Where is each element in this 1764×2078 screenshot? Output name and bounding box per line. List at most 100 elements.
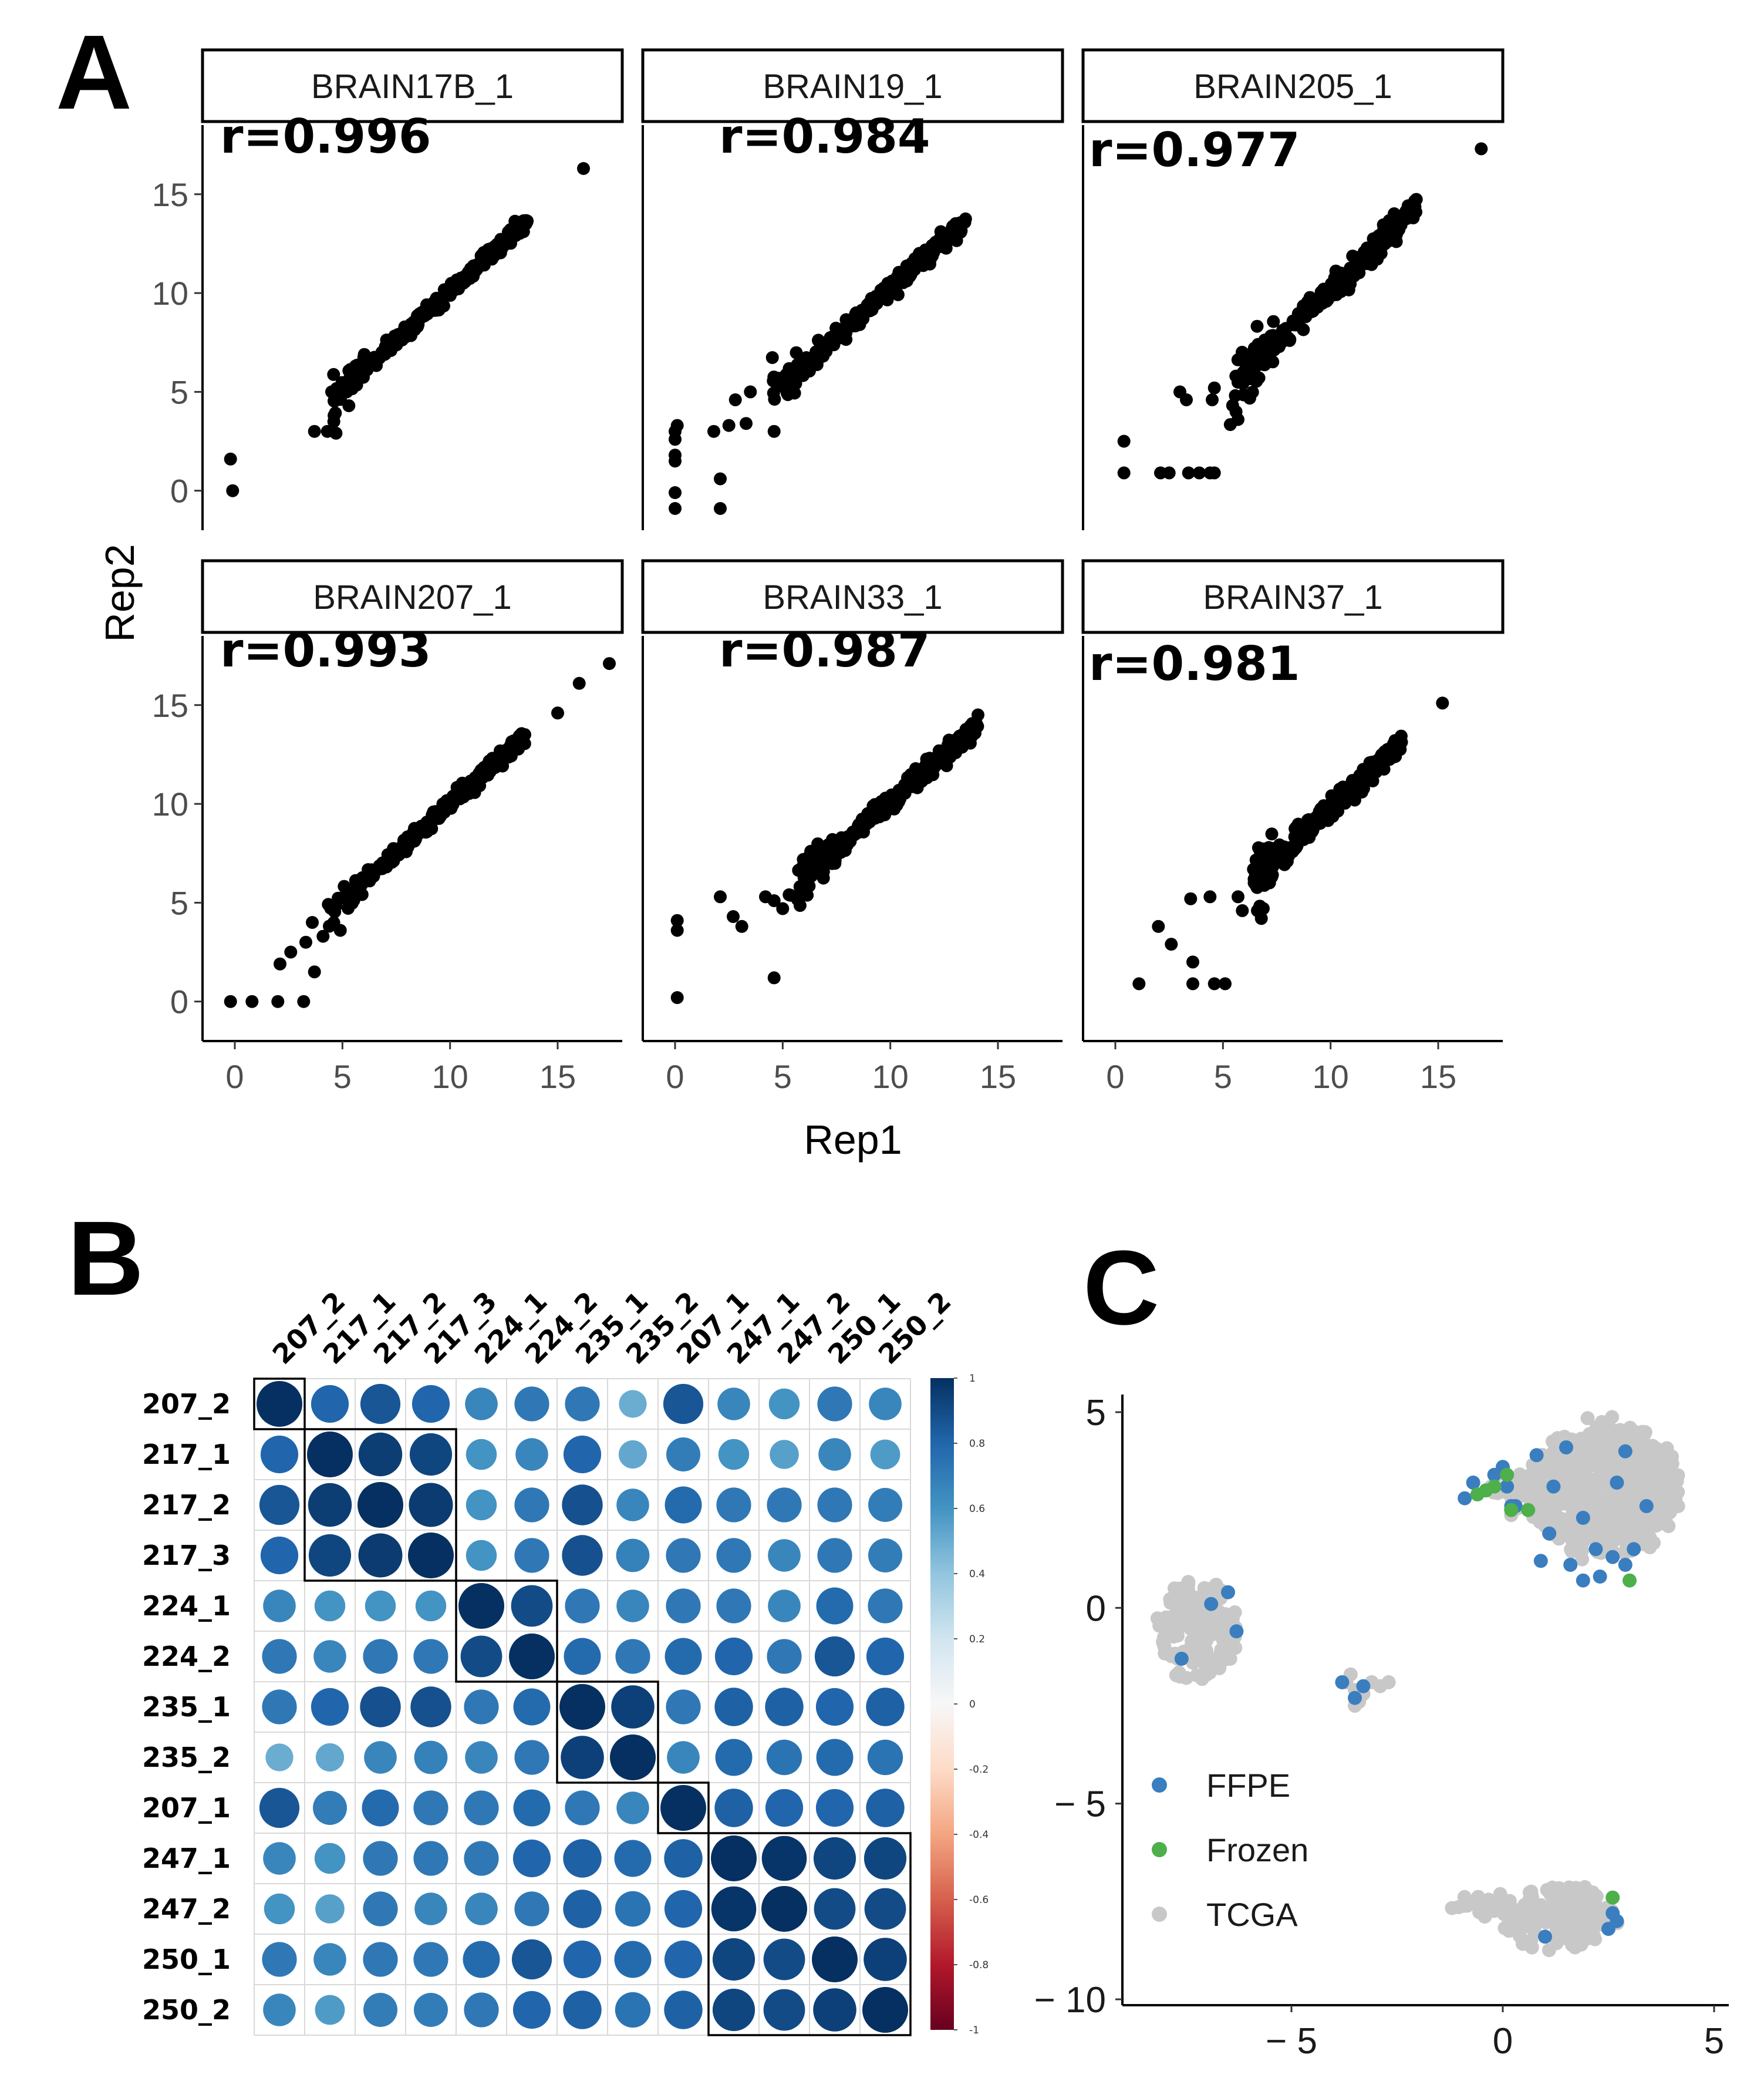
- outlier-point: [274, 957, 286, 971]
- correlation-circle: [466, 1439, 497, 1470]
- legend-label: FFPE: [1206, 1767, 1290, 1804]
- tcga-point: [1654, 1453, 1668, 1468]
- data-point: [861, 298, 874, 312]
- correlation-circle: [307, 1432, 353, 1477]
- correlation-circle: [513, 1688, 551, 1726]
- correlation-circle: [413, 1841, 448, 1876]
- correlation-circle: [561, 1736, 604, 1779]
- tcga-point: [1621, 1488, 1635, 1503]
- x-axis-title: Rep1: [804, 1117, 902, 1163]
- facet-1: BRAIN17B_1 0 5 10 15 r=0.996: [152, 48, 624, 530]
- data-point: [1267, 315, 1280, 328]
- correlation-circle: [515, 1438, 548, 1471]
- panel-c-umap: 5 0 − 5 − 10 − 5 0 5 FFPE Frozen TCGA: [1034, 1393, 1729, 2062]
- correlation-circle: [465, 1741, 498, 1774]
- ffpe-point: [1610, 1476, 1624, 1490]
- row-label: 224_2: [142, 1641, 231, 1672]
- correlation-circle: [812, 1936, 858, 1982]
- outlier-point: [271, 995, 285, 1008]
- correlation-circle: [616, 1589, 649, 1622]
- cluster-block: [303, 1428, 457, 1582]
- data-point: [339, 889, 353, 902]
- correlation-circle: [563, 1839, 602, 1878]
- y-tick-label: 5: [1086, 1393, 1106, 1433]
- tcga-point: [1199, 1633, 1214, 1648]
- correlation-circle: [817, 1487, 852, 1523]
- data-point: [1375, 233, 1388, 246]
- correlation-circle: [765, 1688, 804, 1726]
- tcga-point: [1188, 1641, 1203, 1656]
- correlation-circle: [610, 1735, 656, 1780]
- tcga-point: [1600, 1427, 1614, 1442]
- tcga-point: [1512, 1928, 1527, 1943]
- tcga-point: [1517, 1918, 1532, 1932]
- x-tick-label: 15: [980, 1058, 1016, 1095]
- correlation-circle: [615, 1639, 650, 1674]
- outlier-point: [767, 425, 781, 438]
- y-tick-label: − 10: [1034, 1980, 1106, 2020]
- correlation-circle: [765, 1789, 804, 1827]
- correlation-circle: [660, 1785, 706, 1831]
- data-point: [327, 368, 340, 381]
- correlation-circle: [264, 1893, 295, 1925]
- ffpe-point: [1546, 1479, 1561, 1494]
- data-point: [1301, 295, 1314, 309]
- correlation-circle: [313, 1640, 346, 1673]
- correlation-circle: [813, 1988, 856, 2032]
- tcga-point: [1539, 1508, 1553, 1523]
- data-point: [1265, 827, 1279, 841]
- data-point: [349, 874, 362, 887]
- data-point: [801, 352, 814, 365]
- tcga-point: [1516, 1487, 1530, 1502]
- colorbar: [930, 1378, 954, 2030]
- ffpe-point: [1533, 1554, 1548, 1568]
- correlation-circle: [611, 1685, 655, 1729]
- correlation-circle: [665, 1486, 702, 1524]
- correlation-circle: [714, 1637, 753, 1676]
- ffpe-point: [1588, 1542, 1603, 1557]
- tcga-point: [1555, 1893, 1570, 1908]
- correlation-circle: [563, 1940, 602, 1979]
- outlier-point: [308, 965, 321, 979]
- correlation-circle: [314, 1843, 346, 1874]
- data-point: [1391, 225, 1404, 239]
- outlier-point: [670, 914, 684, 927]
- outlier-point: [670, 924, 684, 937]
- row-label: 250_2: [142, 1994, 231, 2026]
- tcga-point: [1472, 1905, 1487, 1919]
- facet-strip: [641, 559, 1064, 634]
- correlation-circle: [562, 1484, 603, 1525]
- outlier-point: [1232, 413, 1244, 426]
- outlier-point: [224, 452, 237, 466]
- tcga-point: [1157, 1639, 1172, 1653]
- outlier-point: [316, 929, 330, 943]
- outlier-point: [327, 415, 340, 428]
- outlier-point: [714, 472, 727, 486]
- x-tick-label: 10: [1313, 1058, 1349, 1095]
- data-point: [404, 319, 417, 333]
- ffpe-point: [1593, 1570, 1607, 1584]
- outlier-point: [1208, 466, 1221, 480]
- correlation-circle: [315, 1743, 345, 1772]
- data-point: [1326, 288, 1340, 301]
- data-point: [917, 251, 930, 264]
- correlation-circle: [263, 1842, 296, 1875]
- tcga-point: [1470, 1892, 1485, 1907]
- colorbar-tick-label: 0.4: [969, 1568, 985, 1580]
- colorbar-tick-label: -0.8: [969, 1959, 989, 1971]
- data-point: [1357, 773, 1370, 787]
- ffpe-point: [1576, 1511, 1590, 1525]
- tcga-point: [1542, 1943, 1556, 1958]
- correlation-circle: [864, 1938, 907, 1981]
- correlation-circle: [716, 1588, 751, 1624]
- outlier-point: [1208, 381, 1221, 395]
- tcga-point: [1167, 1608, 1182, 1623]
- legend-label: TCGA: [1206, 1896, 1298, 1933]
- tcga-point: [1626, 1519, 1641, 1534]
- data-point: [483, 757, 496, 771]
- correlation-annotation: r=0.993: [220, 623, 431, 678]
- data-point: [458, 783, 472, 797]
- tcga-point: [1200, 1582, 1215, 1597]
- data-point: [767, 371, 781, 384]
- correlation-circle: [664, 1991, 703, 2029]
